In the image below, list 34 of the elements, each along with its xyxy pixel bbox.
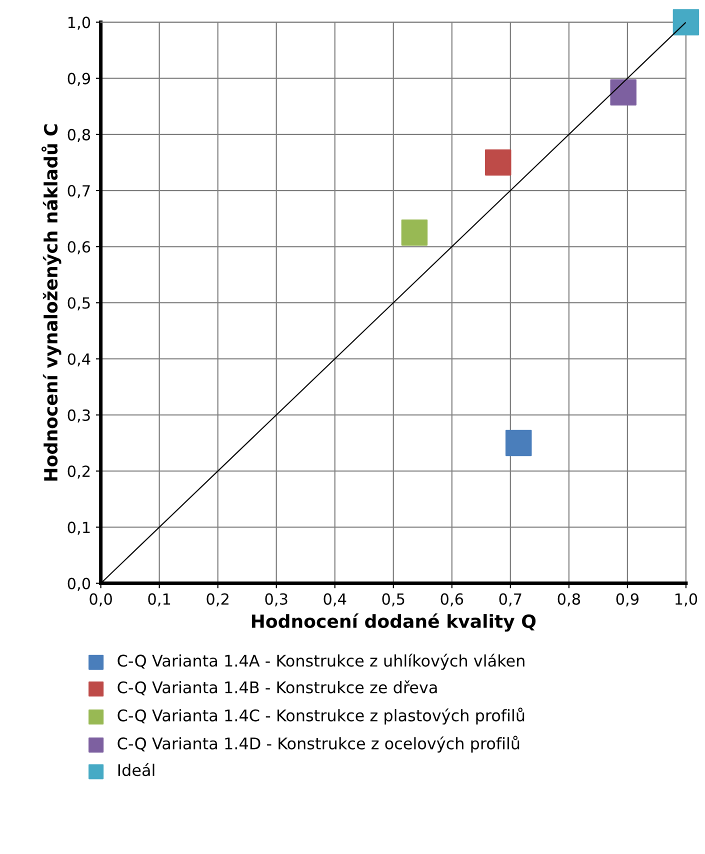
point [505,430,532,456]
y-tick-label: 0,3 [68,409,90,423]
y-tick-label: 0,2 [68,466,90,479]
x-tick-label: 0,1 [148,593,170,606]
y-tick-label: 0,9 [68,72,90,86]
x-tick-label: 0,0 [90,593,112,606]
point [672,9,700,36]
y-tick-label: 0,0 [68,578,90,591]
y-axis-title: Hodnocení vynaložených nákladů C [41,124,62,481]
y-tick-label: 1,0 [68,16,90,30]
x-tick-label: 0,3 [265,593,288,606]
x-tick-label: 0,5 [382,593,404,606]
x-tick-label: 0,2 [206,593,228,606]
y-tick-label: 0,5 [68,297,90,310]
legend-label: C-Q Varianta 1.4D - Konstrukce z ocelových profilů [118,736,520,753]
y-tick-label: 0,1 [68,522,90,535]
x-tick-label: 1,0 [675,593,698,606]
legend-label: C-Q Varianta 1.4C - Konstrukce z plastových profilů [118,708,524,725]
y-tick-label: 0,4 [68,353,90,366]
point [610,79,636,106]
x-tick-label: 0,9 [616,593,639,606]
point [401,219,428,246]
legend-label: C-Q Varianta 1.4B - Konstrukce ze dřeva [118,680,437,696]
point [485,149,512,176]
legend-label: C-Q Varianta 1.4A - Konstrukce z uhlíkových vláken [118,654,524,670]
x-tick-label: 0,4 [324,593,346,606]
x-axis-title: Hodnocení dodané kvality Q [252,613,536,632]
x-tick-label: 0,6 [440,593,464,606]
y-tick-label: 0,7 [68,184,90,198]
y-tick-label: 0,6 [68,241,90,254]
legend-label: Ideál [118,763,154,776]
x-tick-label: 0,7 [499,593,522,606]
x-tick-label: 0,8 [558,593,580,606]
y-tick-label: 0,8 [68,128,90,142]
